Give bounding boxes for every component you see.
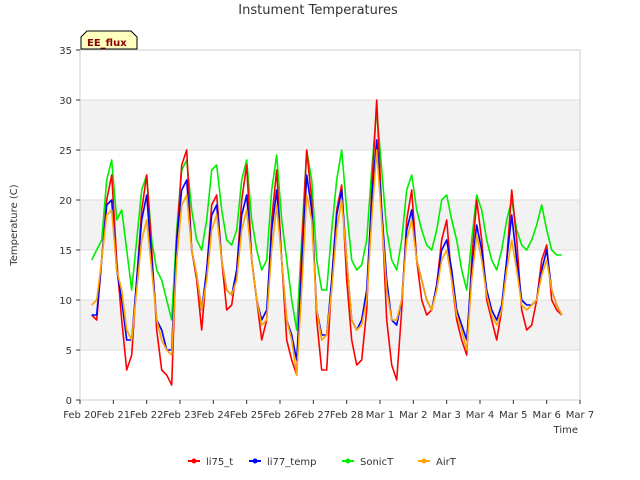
x-tick-label: Mar 2 <box>399 410 427 421</box>
x-axis-ticks: Feb 20 Feb 21 Feb 22 Feb 23 Feb 24 Feb 25 Feb … <box>63 400 594 421</box>
x-tick-label: Mar 4 <box>466 410 494 421</box>
legend-label-airt: AirT <box>436 457 457 468</box>
legend-label-li77-temp: li77_temp <box>267 457 316 468</box>
x-tick-label: Mar 7 <box>566 410 594 421</box>
y-tick-label: 5 <box>66 346 72 357</box>
y-axis-label: Temperature (C) <box>9 184 20 266</box>
x-tick-label: Mar 6 <box>532 410 560 421</box>
legend-label-sonict: SonicT <box>360 457 394 468</box>
y-tick-label: 10 <box>59 296 72 307</box>
x-tick-label: Feb 24 <box>197 410 231 421</box>
legend-marker-airt <box>421 458 427 464</box>
x-tick-label: Feb 26 <box>263 410 297 421</box>
badge-label: EE_flux <box>87 38 127 49</box>
badge: EE_flux <box>80 30 138 50</box>
y-tick-label: 20 <box>59 196 72 207</box>
background-band <box>80 100 580 150</box>
legend-marker-li75-t <box>191 458 197 464</box>
x-tick-label: Mar 5 <box>499 410 527 421</box>
y-tick-label: 0 <box>66 396 72 407</box>
x-tick-label: Feb 22 <box>130 410 164 421</box>
legend-label-li75-t: li75_t <box>206 457 233 468</box>
x-tick-label: Feb 25 <box>230 410 264 421</box>
y-tick-label: 35 <box>59 46 72 57</box>
x-tick-label: Feb 20 <box>63 410 97 421</box>
y-axis-ticks: 0 5 10 15 20 25 30 35 <box>59 46 80 407</box>
series-lines <box>90 99 563 386</box>
legend-marker-sonict <box>345 458 351 464</box>
series-line-sonict <box>90 109 562 331</box>
x-tick-label: Feb 28 <box>330 410 364 421</box>
x-tick-label: Mar 1 <box>366 410 394 421</box>
series-line-airt <box>91 149 563 376</box>
chart-title: Instument Temperatures <box>238 3 398 18</box>
x-tick-label: Feb 27 <box>297 410 331 421</box>
x-tick-label: Feb 21 <box>97 410 131 421</box>
y-tick-label: 25 <box>59 146 72 157</box>
plot-frame <box>79 49 581 401</box>
legend-marker-li77-temp <box>252 458 258 464</box>
legend: li75_t li77_temp SonicT AirT <box>188 457 457 468</box>
x-tick-label: Feb 23 <box>163 410 197 421</box>
y-tick-label: 30 <box>59 96 72 107</box>
x-tick-label: Mar 3 <box>432 410 460 421</box>
y-tick-label: 15 <box>59 246 72 257</box>
badge-box <box>80 30 138 50</box>
x-axis-label: Time <box>553 425 578 436</box>
